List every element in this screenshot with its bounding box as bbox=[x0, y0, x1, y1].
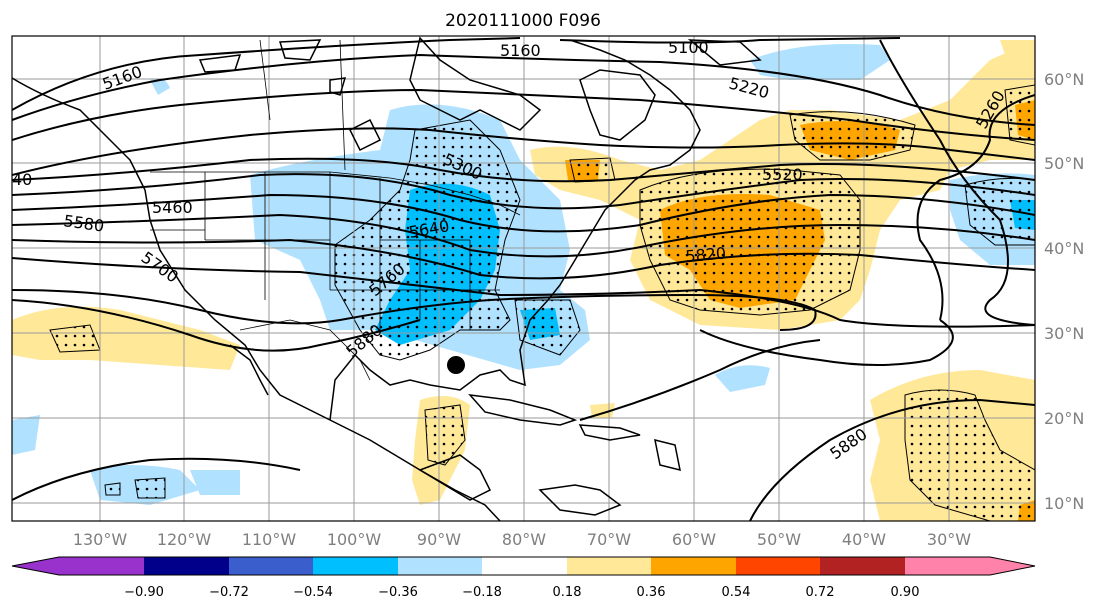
lat-label: 50°N bbox=[1044, 154, 1084, 173]
lon-label: 100°W bbox=[327, 530, 382, 549]
colorbar-segment bbox=[59, 557, 144, 575]
gridlines bbox=[12, 36, 1035, 521]
lon-label: 80°W bbox=[502, 530, 546, 549]
contour-label: 40 bbox=[12, 170, 32, 189]
height-contours bbox=[12, 37, 1035, 521]
colorbar-tick: −0.54 bbox=[293, 585, 333, 600]
colorbar-segment bbox=[398, 557, 482, 575]
colorbar-tick: −0.36 bbox=[378, 585, 418, 600]
storm-center-dot bbox=[447, 356, 465, 374]
map-area: 5160 5100 5160 5220 5260 5300 5460 5520 … bbox=[12, 36, 1035, 521]
colorbar-tick: −0.18 bbox=[462, 585, 502, 600]
latitude-labels: 60°N 50°N 40°N 30°N 20°N 10°N bbox=[1044, 70, 1084, 513]
colorbar-tick: 0.72 bbox=[806, 585, 835, 600]
lon-label: 130°W bbox=[73, 530, 128, 549]
coastlines bbox=[12, 36, 762, 521]
lat-label: 30°N bbox=[1044, 324, 1084, 343]
contour-label: 5820 bbox=[685, 244, 727, 266]
colorbar-segment bbox=[567, 557, 651, 575]
lat-label: 40°N bbox=[1044, 239, 1084, 258]
colorbar: −0.90 −0.72 −0.54 −0.36 −0.18 0.18 0.36 … bbox=[11, 556, 1036, 600]
lon-label: 120°W bbox=[157, 530, 212, 549]
colorbar-tick: 0.54 bbox=[722, 585, 751, 600]
colorbar-segment bbox=[820, 557, 905, 575]
colorbar-segment bbox=[482, 557, 567, 575]
map-title: 2020111000 F096 bbox=[445, 11, 601, 31]
lon-label: 90°W bbox=[417, 530, 461, 549]
colorbar-max-extension bbox=[990, 557, 1035, 575]
lon-label: 60°W bbox=[672, 530, 716, 549]
colorbar-tick: 0.90 bbox=[891, 585, 920, 600]
lon-label: 70°W bbox=[587, 530, 631, 549]
colorbar-tick: 0.36 bbox=[637, 585, 666, 600]
contour-label: 5160 bbox=[500, 41, 541, 60]
map-frame bbox=[11, 35, 1036, 522]
contour-label: 5520 bbox=[762, 165, 803, 184]
colorbar-segment bbox=[313, 557, 398, 575]
colorbar-segment bbox=[144, 557, 229, 575]
colorbar-min-extension bbox=[12, 557, 59, 575]
colorbar-segment bbox=[229, 557, 313, 575]
colorbar-tick: −0.90 bbox=[124, 585, 164, 600]
lon-label: 40°W bbox=[842, 530, 886, 549]
longitude-labels: 130°W 120°W 110°W 100°W 90°W 80°W 70°W 6… bbox=[73, 530, 971, 549]
colorbar-tick: 0.18 bbox=[553, 585, 582, 600]
colorbar-tick: −0.72 bbox=[209, 585, 249, 600]
lat-label: 10°N bbox=[1044, 494, 1084, 513]
colorbar-outline bbox=[11, 556, 1036, 576]
lon-label: 30°W bbox=[927, 530, 971, 549]
lon-label: 50°W bbox=[757, 530, 801, 549]
contour-label: 5100 bbox=[668, 38, 709, 57]
colorbar-segment bbox=[736, 557, 820, 575]
lon-label: 110°W bbox=[242, 530, 297, 549]
lat-label: 20°N bbox=[1044, 409, 1084, 428]
colorbar-segment bbox=[905, 557, 990, 575]
contour-label: 5460 bbox=[152, 198, 193, 217]
lat-label: 60°N bbox=[1044, 70, 1084, 89]
colorbar-segment bbox=[651, 557, 736, 575]
